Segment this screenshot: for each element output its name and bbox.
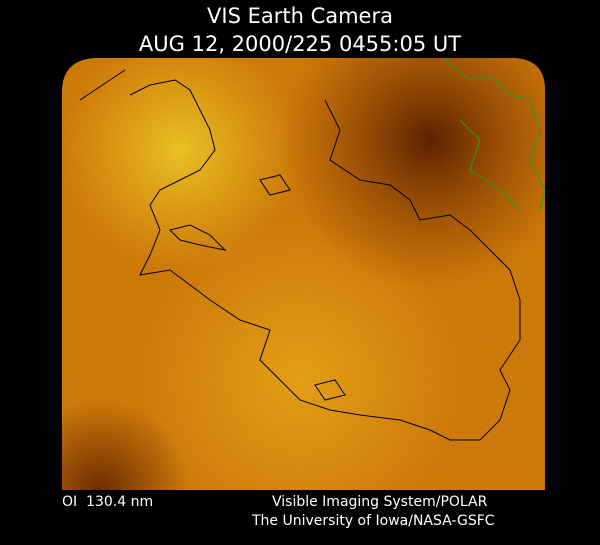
aurora-image bbox=[62, 58, 545, 490]
coastlines-green bbox=[444, 59, 545, 211]
title: VIS Earth Camera bbox=[207, 4, 393, 28]
coastlines bbox=[79, 69, 521, 441]
filter-label: OI 130.4 nm bbox=[62, 494, 154, 510]
instrument-label: Visible Imaging System/POLAR bbox=[272, 494, 488, 510]
timestamp: AUG 12, 2000/225 0455:05 UT bbox=[138, 32, 462, 56]
institution-label: The University of Iowa/NASA-GSFC bbox=[252, 513, 495, 529]
